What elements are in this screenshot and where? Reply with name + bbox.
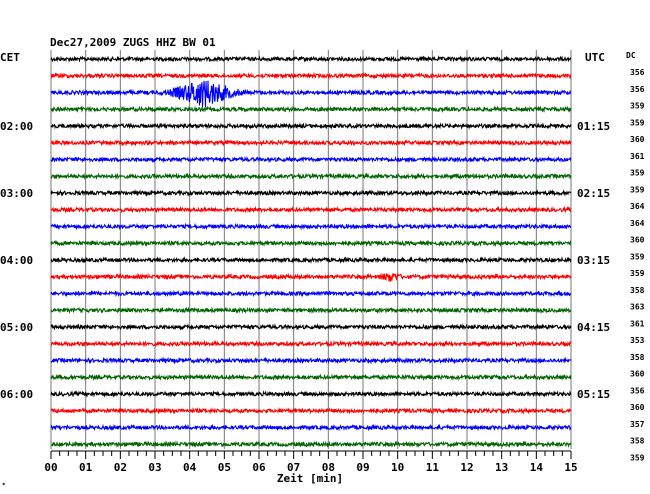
dc-value: 359 [630,453,645,462]
dc-value: 359 [630,252,645,261]
trace-row-22 [50,423,572,432]
dc-value: 356 [630,386,645,395]
trace-row-8 [50,189,572,197]
dc-value: 359 [630,102,645,111]
grid [50,50,572,449]
dc-value: 364 [630,219,645,228]
trace-row-7 [50,172,572,181]
trace-row-23 [50,440,572,449]
trace-row-17 [50,339,572,348]
trace-row-10 [50,222,572,231]
dc-value: 360 [630,135,645,144]
x-tick-label: 01 [79,461,93,474]
x-tick-label: 14 [530,461,544,474]
trace-row-1 [50,71,572,80]
x-axis: 00 01 02 03 04 05 06 07 08 09 10 11 12 13 14 15 [44,450,578,474]
x-tick-label: 08 [322,461,335,474]
right-hour-label: 04:15 [577,321,610,334]
trace-row-6 [50,155,572,164]
left-timezone-label: CET [0,51,20,64]
dc-value: 363 [630,303,645,312]
dc-value: 358 [630,353,645,362]
x-tick-label: 13 [495,461,508,474]
dc-value: 359 [630,169,645,178]
left-hour-label: 05:00 [0,321,33,334]
dc-value: 364 [630,202,645,211]
left-hour-label: 03:00 [0,187,33,200]
right-hour-label: 05:15 [577,388,610,401]
dc-value: 361 [630,152,645,161]
x-tick-label: 00 [44,461,57,474]
trace-row-19 [50,373,572,382]
dc-value: 357 [630,420,645,429]
x-tick-label: 07 [287,461,300,474]
trace-row-12 [50,256,572,264]
x-tick-label: 05 [218,461,231,474]
x-tick-label: 11 [426,461,440,474]
trace-row-5 [50,138,572,147]
dc-value: 360 [630,370,645,379]
x-axis-label: Zeit [min] [277,472,343,485]
dc-value: 359 [630,118,645,127]
dc-value: 360 [630,236,645,245]
label-layer: 02:00 03:00 04:00 05:00 06:00 01:15 02:15 03:15… [0,68,645,462]
right-timezone-label: UTC [585,51,605,64]
trace-row-15 [50,306,572,315]
dc-value: 360 [630,403,645,412]
corner-mark: * [2,482,6,489]
x-tick-label: 10 [391,461,404,474]
x-tick-label: 12 [460,461,473,474]
right-hour-label: 02:15 [577,187,610,200]
dc-value: 353 [630,336,645,345]
dc-value: 358 [630,437,645,446]
left-hour-label: 04:00 [0,254,33,267]
trace-row-18 [50,356,572,365]
trace-row-11 [50,239,572,248]
trace-row-14 [50,289,572,298]
trace-row-3 [50,105,572,114]
x-tick-label: 06 [252,461,266,474]
trace-row-16 [50,323,572,331]
dc-column-header: DC [626,51,636,60]
x-tick-label: 04 [183,461,197,474]
trace-row-9 [50,205,572,214]
x-tick-label: 03 [148,461,161,474]
left-hour-label: 06:00 [0,388,33,401]
left-hour-label: 02:00 [0,120,33,133]
dc-value: 356 [630,68,645,77]
trace-row-2 [50,80,572,108]
right-hour-label: 03:15 [577,254,610,267]
trace-row-20 [50,390,572,398]
x-tick-label: 15 [564,461,577,474]
dc-value: 361 [630,319,645,328]
trace-layer [50,55,572,449]
dc-value: 359 [630,269,645,278]
trace-row-0 [50,55,572,63]
trace-row-13 [50,272,572,282]
chart-title: Dec27,2009 ZUGS HHZ BW 01 [50,36,216,49]
x-tick-label: 09 [356,461,369,474]
trace-row-4 [50,122,572,130]
trace-row-21 [50,406,572,415]
dc-value: 358 [630,286,645,295]
dc-value: 356 [630,85,645,94]
right-hour-label: 01:15 [577,120,610,133]
x-tick-label: 02 [114,461,127,474]
dc-value: 359 [630,185,645,194]
